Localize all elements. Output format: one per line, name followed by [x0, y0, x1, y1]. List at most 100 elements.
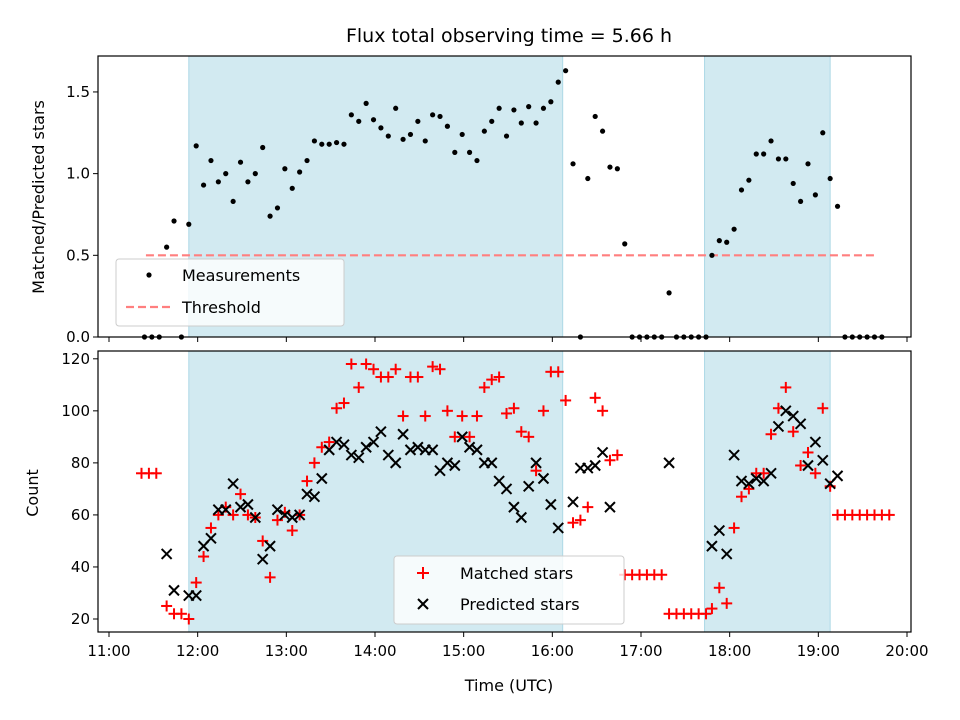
- measurement-point: [311, 138, 318, 144]
- measurement-point: [378, 125, 384, 131]
- matched-star-point: [227, 509, 239, 521]
- predicted-star-point: [316, 472, 328, 485]
- matched-star-point: [427, 361, 439, 373]
- measurement-point: [223, 171, 229, 177]
- matched-star-point: [353, 381, 365, 393]
- measurement-point: [555, 79, 561, 85]
- measurement-point: [834, 203, 841, 209]
- measurement-point: [738, 187, 745, 193]
- plot-frame: [97, 55, 912, 338]
- x-tick-label: 17:00: [619, 642, 662, 660]
- matched-star-point: [802, 446, 814, 458]
- predicted-star-point: [456, 431, 468, 443]
- matched-star-point: [449, 431, 461, 443]
- measurement-point: [252, 171, 258, 177]
- predicted-star-point: [471, 444, 483, 456]
- predicted-star-point: [279, 509, 291, 521]
- matched-star-point: [817, 402, 829, 414]
- x-tick-label: 12:00: [176, 642, 219, 660]
- measurement-point: [422, 138, 428, 144]
- measurement-point: [761, 151, 767, 157]
- matched-star-point: [589, 392, 601, 404]
- top-legend-box: [115, 258, 345, 327]
- measurement-point: [716, 238, 722, 244]
- matched-star-point: [345, 358, 357, 370]
- x-tick-label: 13:00: [265, 642, 308, 660]
- measurement-point: [724, 239, 730, 245]
- measurement-point: [812, 192, 818, 198]
- predicted-star-point: [190, 589, 202, 602]
- matched-star-point: [656, 569, 668, 581]
- measurement-point: [614, 166, 620, 172]
- measurement-point: [563, 68, 569, 74]
- measurement-point: [400, 136, 406, 142]
- measurement-point: [496, 105, 502, 111]
- matched-star-point: [700, 608, 712, 620]
- predicted-star-point: [589, 459, 601, 472]
- matched-star-point: [212, 509, 224, 521]
- measurement-point: [592, 113, 598, 120]
- predicted-star-point: [264, 540, 276, 552]
- measurement-point: [164, 244, 170, 250]
- measurement-point: [289, 185, 295, 191]
- measurement-point: [348, 112, 354, 118]
- matched-star-point: [552, 366, 564, 378]
- matched-star-point: [412, 371, 424, 383]
- matched-star-point: [360, 358, 372, 370]
- matched-star-point: [523, 431, 535, 443]
- matched-star-point: [743, 483, 755, 495]
- matched-star-point: [397, 410, 409, 422]
- x-tick-label: 14:00: [353, 642, 396, 660]
- matched-star-point: [883, 509, 895, 521]
- y-tick-label: 20: [71, 610, 90, 628]
- predicted-star-point: [345, 449, 358, 461]
- predicted-star-point: [728, 449, 740, 461]
- matched-star-point: [758, 467, 770, 479]
- measurement-point: [363, 100, 369, 106]
- matched-star-point: [515, 426, 527, 438]
- predicted-star-point: [794, 418, 807, 430]
- measurement-point: [415, 118, 421, 124]
- x-tick-label: 19:00: [797, 642, 840, 660]
- matched-star-point: [713, 582, 725, 594]
- matched-star-point: [183, 613, 195, 625]
- matched-star-point: [175, 608, 187, 620]
- legend-measurements-label: Measurements: [182, 266, 300, 285]
- matched-star-point: [301, 475, 313, 487]
- predicted-star-point: [360, 441, 372, 453]
- legend-matched-marker: [417, 567, 429, 579]
- measurement-point: [768, 138, 774, 144]
- measurement-point: [267, 213, 273, 219]
- matched-star-point: [434, 363, 446, 375]
- predicted-star-point: [205, 532, 217, 545]
- predicted-star-point: [567, 496, 579, 508]
- predicted-star-point: [389, 457, 402, 469]
- matched-star-point: [150, 467, 162, 479]
- plot-frame: [97, 350, 912, 633]
- measurement-point: [489, 118, 495, 124]
- measurement-point: [237, 159, 244, 165]
- x-axis-label: Time (UTC): [464, 676, 553, 695]
- series-predicted-stars: [160, 405, 844, 602]
- predicted-star-point: [713, 524, 726, 537]
- matched-star-point: [611, 449, 623, 461]
- predicted-star-point: [596, 446, 609, 459]
- legend-matched-label: Matched stars: [460, 564, 573, 583]
- measurement-point: [274, 205, 281, 211]
- predicted-star-point: [242, 498, 254, 511]
- matched-star-point: [787, 426, 799, 438]
- bottom-legend: Matched stars Predicted stars: [393, 555, 625, 625]
- predicted-star-point: [552, 522, 564, 534]
- predicted-star-point: [817, 454, 829, 466]
- measurement-point: [526, 104, 532, 110]
- y-tick-label: 120: [61, 350, 90, 368]
- measurement-point: [297, 169, 303, 175]
- chart-title: Flux total observing time = 5.66 h: [346, 25, 672, 47]
- measurement-point: [385, 133, 391, 139]
- predicted-star-point: [160, 548, 173, 560]
- measurement-point: [430, 112, 436, 118]
- measurement-point: [200, 182, 207, 188]
- predicted-star-point: [353, 451, 365, 464]
- predicted-star-point: [338, 438, 350, 451]
